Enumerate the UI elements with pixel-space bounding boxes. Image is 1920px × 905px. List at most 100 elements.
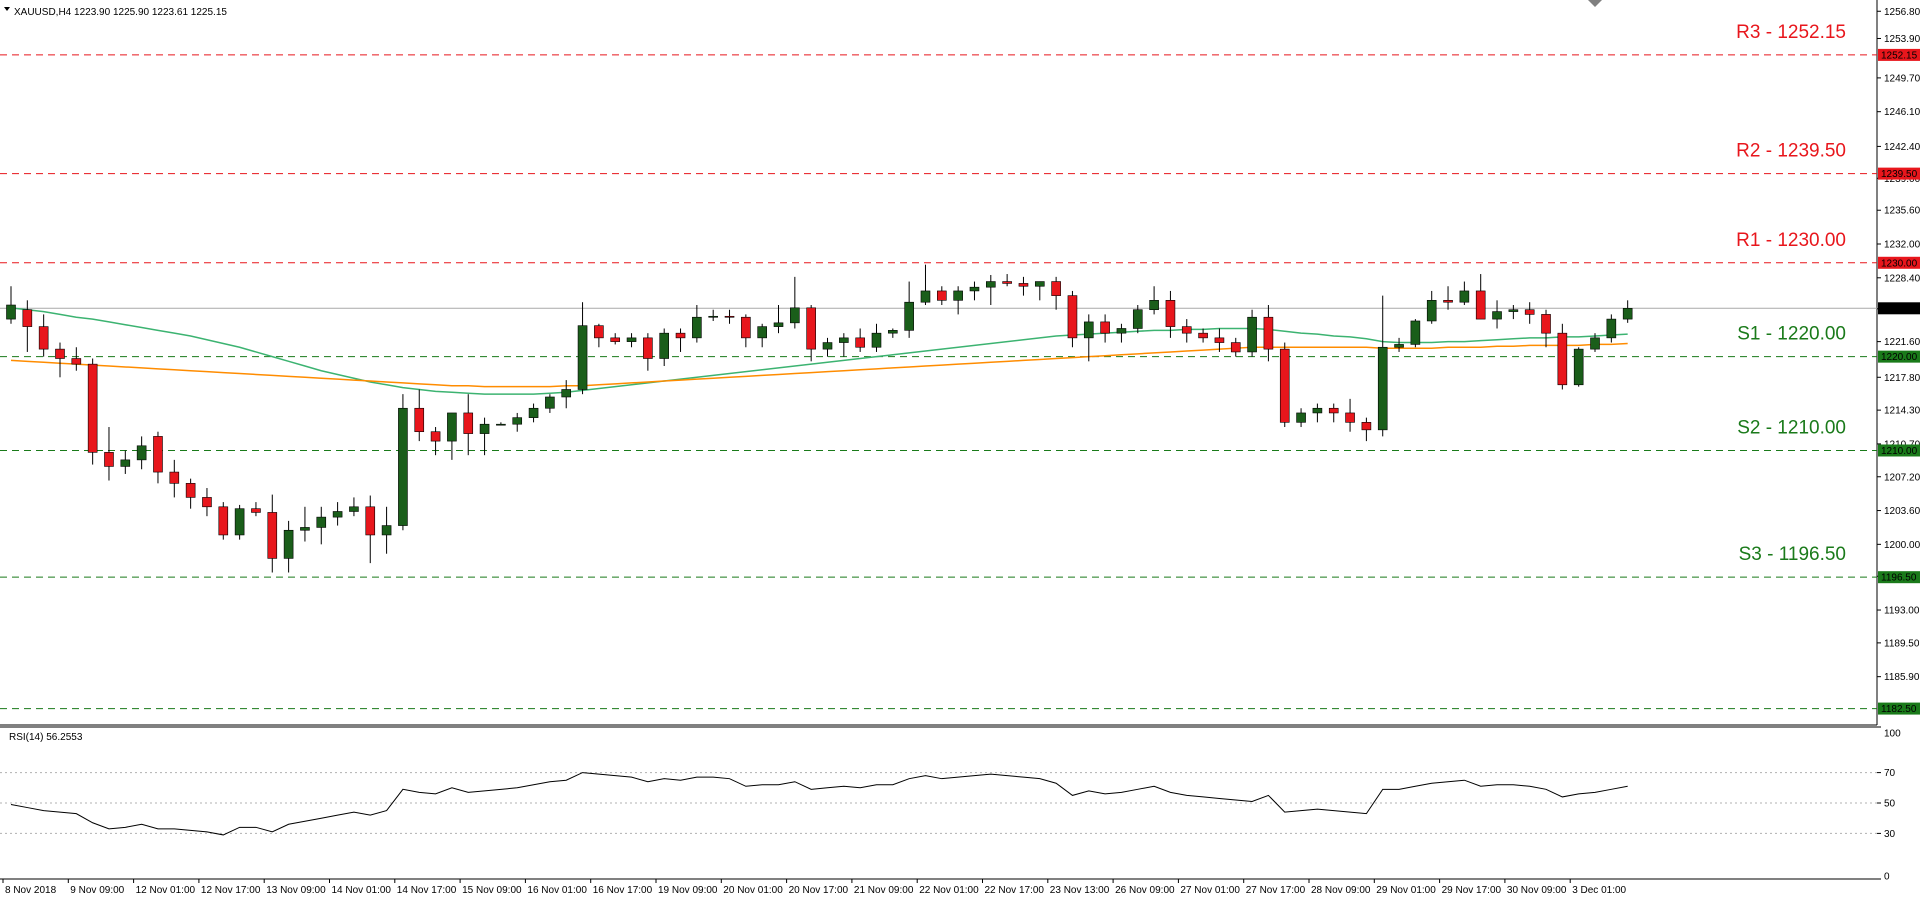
bull-candle-body [1426, 300, 1437, 322]
moving-averages [10, 307, 1628, 395]
candle [528, 403, 539, 423]
rsi-tick-label: 0 [1884, 872, 1890, 883]
price-tag-box-r2 [1878, 167, 1920, 180]
bull-candle-body [512, 417, 523, 425]
bull-candle-body [904, 301, 914, 331]
bear-candle-body [1328, 407, 1339, 414]
candle [512, 412, 523, 432]
price-tick-label: 1189.50 [1884, 638, 1920, 649]
bull-candle-body [1312, 407, 1323, 414]
bear-candle-body [1279, 348, 1290, 423]
candle [937, 286, 947, 306]
bull-candle-body [1459, 290, 1470, 303]
level-label-support: S3 - 1196.50 [1739, 544, 1846, 565]
scroll-marker-icon[interactable] [1588, 0, 1602, 7]
bull-candle-body [1492, 311, 1502, 320]
time-tick-label: 30 Nov 09:00 [1507, 885, 1567, 896]
candle [496, 422, 506, 426]
time-tick-label: 13 Nov 09:00 [266, 885, 326, 896]
candle [463, 394, 474, 456]
candle [332, 502, 343, 526]
bear-candle-body [610, 337, 621, 342]
bull-candle-body [757, 326, 767, 339]
price-tick-label: 1217.80 [1884, 373, 1920, 384]
time-tick-label: 27 Nov 17:00 [1246, 885, 1306, 896]
candle [1198, 328, 1208, 343]
bull-candle-body [1247, 316, 1257, 353]
time-tick-label: 29 Nov 01:00 [1376, 885, 1436, 896]
bear-candle-body [1230, 342, 1241, 353]
price-tick-label: 1203.60 [1884, 506, 1920, 517]
bull-candle-body [985, 281, 996, 288]
dropdown-triangle-icon[interactable] [4, 7, 10, 11]
bear-candle-body [22, 309, 33, 327]
candle [1394, 337, 1404, 352]
candle [920, 264, 931, 306]
candle [1573, 347, 1584, 387]
price-tick-label: 1228.40 [1884, 273, 1920, 284]
bear-candle-body [1557, 332, 1568, 386]
price-tag-box-s1 [1878, 350, 1920, 363]
time-tick-label: 23 Nov 13:00 [1050, 885, 1110, 896]
candle [22, 300, 33, 352]
candle [447, 412, 457, 460]
candle [1475, 274, 1486, 320]
candle [1361, 417, 1372, 442]
candle [1002, 274, 1012, 287]
candle [365, 495, 376, 564]
bear-candle-body [71, 358, 82, 365]
bear-candle-body [463, 412, 474, 434]
bear-candle-body [430, 431, 441, 442]
price-tick-label: 1246.10 [1884, 107, 1920, 118]
candle [1410, 319, 1421, 348]
price-tick-label: 1200.00 [1884, 540, 1920, 551]
candle [561, 380, 572, 409]
time-tick-label: 3 Dec 01:00 [1572, 885, 1626, 896]
bull-candle-body [1296, 412, 1306, 423]
candle [1296, 408, 1306, 428]
bear-candle-body [937, 290, 947, 301]
bull-candle-body [1394, 344, 1404, 348]
bull-candle-body [953, 290, 963, 301]
bull-candle-body [626, 337, 637, 342]
candle [1018, 276, 1029, 296]
price-tag-box-s3 [1878, 571, 1920, 584]
candle [38, 314, 49, 357]
bull-candle-body [822, 342, 833, 350]
price-tick-label: 1242.40 [1884, 142, 1920, 153]
price-tag-s2: 1210.00 [1881, 446, 1918, 457]
candle [1492, 300, 1502, 329]
time-tick-label: 8 Nov 2018 [5, 885, 57, 896]
bear-candle-body [675, 332, 686, 339]
bull-candle-body [1377, 346, 1388, 431]
candle [1247, 309, 1257, 357]
time-tick-label: 19 Nov 09:00 [658, 885, 718, 896]
bull-candle-body [300, 527, 310, 531]
candle [414, 389, 425, 442]
bull-candle-body [381, 525, 392, 536]
candle [1116, 323, 1127, 343]
candle [773, 305, 784, 334]
time-tick-label: 20 Nov 17:00 [789, 885, 849, 896]
bear-candle-body [1051, 281, 1061, 296]
candle [267, 494, 278, 573]
bull-candle-body [888, 330, 898, 334]
price-tick-label: 1185.90 [1884, 672, 1920, 683]
time-tick-label: 16 Nov 01:00 [527, 885, 587, 896]
candle [218, 502, 229, 540]
bull-candle-body [1622, 308, 1633, 320]
candle [1622, 300, 1633, 323]
candle [234, 504, 245, 540]
price-tag-s3: 1196.50 [1881, 573, 1917, 584]
level-label-resistance: R1 - 1230.00 [1736, 230, 1846, 251]
candle [855, 328, 865, 352]
bear-candle-body [1165, 300, 1176, 327]
candle [1034, 281, 1045, 301]
bull-candle-body [1590, 337, 1600, 350]
candle [757, 323, 767, 348]
candle [136, 436, 147, 470]
price-tag-bottom: 1182.50 [1881, 704, 1917, 715]
bull-candle-body [969, 286, 980, 292]
candle [577, 302, 588, 395]
bull-candle-body [1410, 320, 1421, 345]
